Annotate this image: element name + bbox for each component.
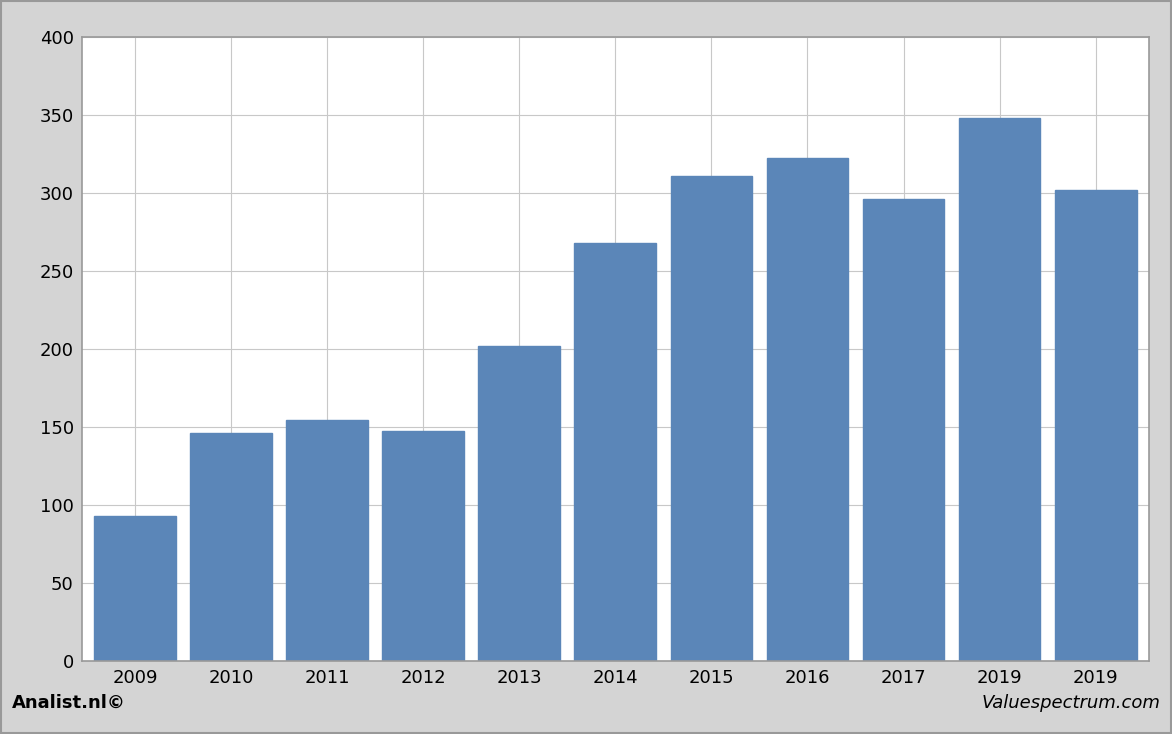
Text: Analist.nl©: Analist.nl© bbox=[12, 694, 125, 712]
Bar bbox=[766, 159, 849, 661]
Bar bbox=[190, 433, 272, 661]
Bar bbox=[286, 421, 368, 661]
Bar bbox=[959, 118, 1041, 661]
Bar bbox=[478, 346, 560, 661]
Bar bbox=[863, 199, 945, 661]
Bar bbox=[94, 515, 176, 661]
Bar bbox=[670, 175, 752, 661]
Bar bbox=[382, 432, 464, 661]
Bar bbox=[1055, 189, 1137, 661]
Bar bbox=[574, 242, 656, 661]
Text: Valuespectrum.com: Valuespectrum.com bbox=[981, 694, 1160, 712]
